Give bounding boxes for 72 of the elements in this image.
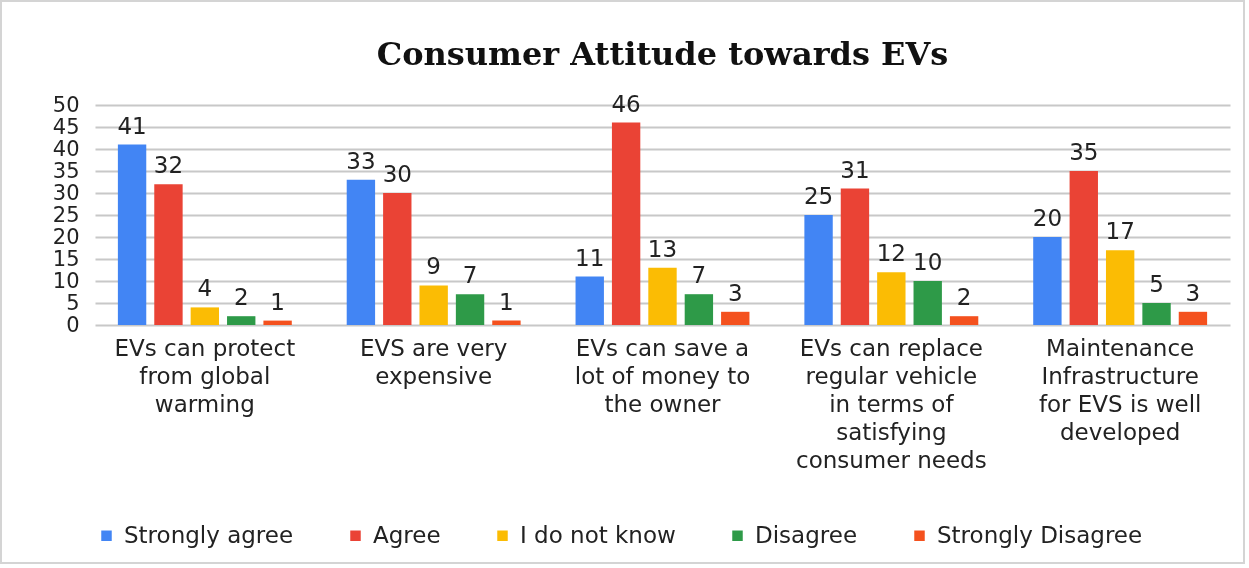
data-label: 3 xyxy=(727,279,743,306)
data-label: 2 xyxy=(233,284,249,311)
bar xyxy=(190,307,220,325)
bar xyxy=(1033,237,1062,325)
x-tick-label: EVs can protect from global warming xyxy=(114,334,296,417)
data-label: 10 xyxy=(913,249,943,275)
data-label: 35 xyxy=(1069,139,1099,165)
data-label: 33 xyxy=(346,147,376,174)
bar xyxy=(1142,303,1171,325)
bar xyxy=(455,294,485,325)
bar xyxy=(346,179,376,325)
x-tick-label: Maintenance Infrastructure for EVS is well developed xyxy=(1038,334,1202,445)
data-label: 3 xyxy=(1185,279,1201,306)
data-label: 31 xyxy=(840,156,870,183)
y-tick-label: 45 xyxy=(52,114,80,139)
legend-label: Strongly Disagree xyxy=(937,521,1143,548)
bar xyxy=(419,285,448,325)
bar xyxy=(611,122,641,325)
data-label: 30 xyxy=(382,161,412,187)
x-tick-label: EVS are very expensive xyxy=(359,334,508,389)
y-tick-label: 0 xyxy=(66,312,80,337)
bar xyxy=(575,276,604,325)
data-label: 25 xyxy=(803,183,834,209)
bar xyxy=(492,320,521,325)
bar xyxy=(684,294,714,325)
y-tick-label: 30 xyxy=(52,180,80,205)
bar xyxy=(154,184,183,325)
data-label: 2 xyxy=(956,284,972,311)
legend-label: Strongly agree xyxy=(124,521,294,548)
y-tick-label: 20 xyxy=(52,224,80,249)
bar xyxy=(1178,311,1208,325)
data-label: 13 xyxy=(647,235,678,262)
y-tick-label: 10 xyxy=(52,268,80,293)
bar xyxy=(227,316,256,325)
y-tick-label: 25 xyxy=(52,202,80,227)
legend-label: Agree xyxy=(373,521,441,548)
data-label: 12 xyxy=(876,240,906,267)
y-tick-label: 35 xyxy=(52,158,80,183)
data-label: 11 xyxy=(575,244,605,271)
data-label: 17 xyxy=(1105,218,1135,245)
bar xyxy=(949,316,979,325)
bar xyxy=(648,267,677,325)
data-label: 9 xyxy=(426,253,441,280)
y-tick-label: 40 xyxy=(52,136,80,161)
data-label: 7 xyxy=(691,262,707,289)
data-label: 1 xyxy=(270,288,285,315)
x-tick-label: EVs can save a lot of money to the owner xyxy=(574,334,751,417)
legend-label: Disagree xyxy=(755,521,858,548)
bar xyxy=(383,193,412,325)
legend-label: I do not know xyxy=(520,521,676,548)
bar xyxy=(877,272,906,325)
data-label: 46 xyxy=(611,90,641,117)
x-tick-label: EVs can replace regular vehicle in terms of satisfying consumer needs xyxy=(796,334,987,473)
data-label: 4 xyxy=(197,275,213,302)
bar xyxy=(1069,171,1098,325)
bar xyxy=(117,144,147,325)
data-label: 32 xyxy=(153,152,184,179)
bar xyxy=(721,311,750,325)
y-tick-label: 15 xyxy=(52,246,80,271)
data-label: 20 xyxy=(1032,205,1063,231)
y-tick-label: 5 xyxy=(66,290,80,315)
data-label: 1 xyxy=(499,288,514,315)
bar xyxy=(913,281,942,325)
y-tick-label: 50 xyxy=(52,92,80,117)
data-label: 5 xyxy=(1149,271,1164,297)
bar xyxy=(804,215,833,325)
data-label: 7 xyxy=(462,262,478,289)
chart-title: Consumer Attitude towards EVs xyxy=(376,34,949,73)
bar xyxy=(1105,250,1135,325)
bar xyxy=(263,320,292,325)
data-label: 41 xyxy=(117,112,147,139)
bar xyxy=(840,188,870,325)
